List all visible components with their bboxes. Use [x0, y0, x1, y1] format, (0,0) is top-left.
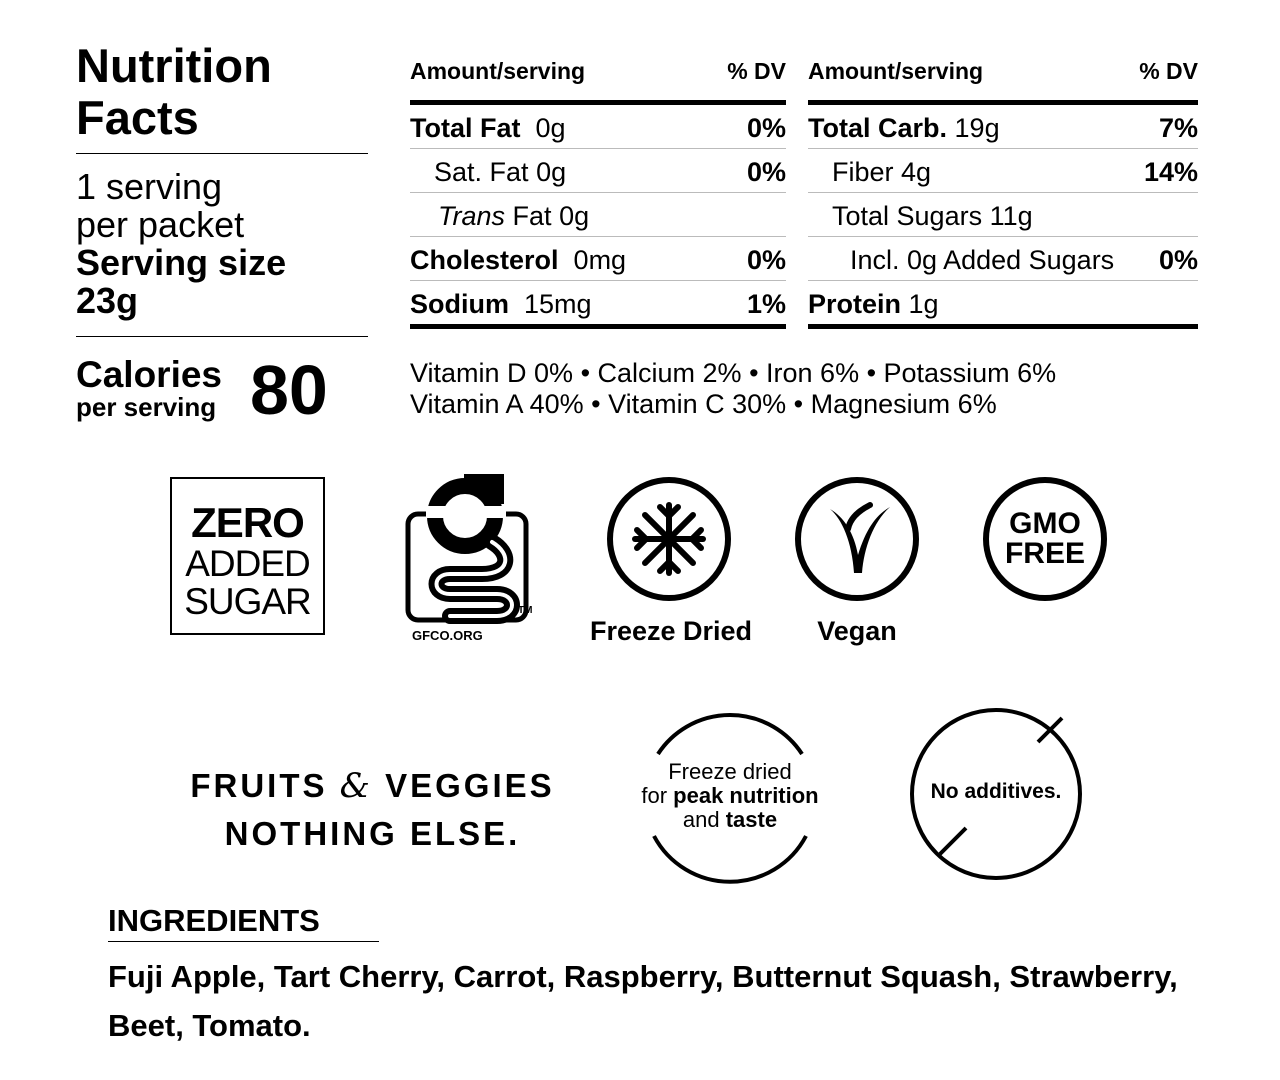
table-row: Trans Fat 0g — [410, 193, 786, 237]
nutrition-facts-title: Nutrition Facts — [76, 39, 272, 144]
added-text: ADDED — [185, 543, 311, 584]
nutrient-dv: 1% — [746, 289, 786, 319]
serving-size-value: 23g — [76, 280, 139, 321]
peak-line-2b: peak nutrition — [673, 783, 819, 808]
ingredients-title: INGREDIENTS — [108, 903, 320, 938]
nutrient-dv: 0% — [746, 113, 786, 143]
servings-count: 1 serving — [76, 166, 223, 207]
nutrient-name: Fiber — [832, 157, 894, 187]
servings-info: 1 serving per packet Serving size 23g — [76, 168, 286, 320]
nutrient-dv: 7% — [1158, 113, 1198, 143]
peak-arc-icon — [652, 713, 808, 884]
tagline-veggies: VEGGIES — [385, 767, 555, 804]
gfco-tm: TM — [518, 605, 533, 616]
table-header: Amount/serving % DV — [410, 52, 786, 105]
no-additives-text: No additives. — [930, 780, 1062, 803]
nutrient-name: Sodium — [410, 289, 509, 319]
nutrient-dv: 0% — [1158, 245, 1198, 275]
vegan-badge — [792, 477, 922, 607]
vitamins-line-1: Vitamin D 0% • Calcium 2% • Iron 6% • Po… — [410, 358, 1057, 388]
nutrient-name-rest: Fat — [512, 201, 552, 231]
tagline-fruits: FRUITS — [190, 767, 328, 804]
nutrient-name: Protein — [808, 289, 902, 319]
table-row: Sat. Fat 0g 0% — [410, 149, 786, 193]
calories-label: Calories — [76, 354, 223, 395]
table-row: Sodium 15mg 1% — [410, 281, 786, 329]
table-row: Total Sugars 11g — [808, 193, 1198, 237]
nutrient-name: Total Carb. — [808, 113, 948, 143]
freeze-dried-label: Freeze Dried — [589, 616, 753, 646]
sugar-text: SUGAR — [184, 581, 312, 622]
serving-size-label: Serving size — [76, 242, 287, 283]
peak-line-3b: taste — [725, 807, 778, 832]
header-dv: % DV — [727, 58, 786, 84]
no-additives-circle-icon — [910, 708, 1082, 880]
free-text: FREE — [1004, 537, 1085, 570]
gmo-text: GMO — [1009, 507, 1081, 540]
nutrient-name: Total Fat — [410, 113, 521, 143]
snowflake-icon — [607, 477, 731, 601]
table-row: Total Fat 0g 0% — [410, 105, 786, 149]
gmo-free-circle-icon — [983, 477, 1107, 601]
table-row: Protein 1g — [808, 281, 1198, 329]
vegan-leaf-icon — [795, 477, 919, 601]
calories-value: 80 — [250, 351, 328, 429]
freeze-dried-badge — [604, 477, 734, 607]
nutrient-amount: 4g — [901, 157, 932, 187]
divider — [76, 153, 368, 154]
nutrient-name: Total Sugars — [832, 201, 983, 231]
table-row: Fiber 4g 14% — [808, 149, 1198, 193]
nutrient-amount: 0mg — [573, 245, 627, 275]
nutrition-table-left: Amount/serving % DV Total Fat 0g 0% Sat.… — [410, 52, 786, 329]
peak-nutrition-badge: Freeze dried for peak nutrition and tast… — [640, 710, 820, 885]
table-row: Total Carb. 19g 7% — [808, 105, 1198, 149]
peak-line-2a: for — [641, 783, 668, 808]
gfco-text: GFCO.ORG — [412, 628, 483, 643]
ingredients-text: Fuji Apple, Tart Cherry, Carrot, Raspber… — [108, 959, 1178, 1043]
nutrient-dv: 0% — [746, 157, 786, 187]
nutrient-amount: 0g — [536, 157, 567, 187]
nutrient-amount: 15mg — [524, 289, 592, 319]
tagline-line-2: NOTHING ELSE. — [224, 815, 521, 852]
gmo-free-badge: GMO FREE — [980, 476, 1110, 606]
nutrient-name: Cholesterol — [410, 245, 559, 275]
tagline-line-1: FRUITS & VEGGIES — [180, 766, 565, 806]
servings-per: per packet — [76, 204, 245, 245]
divider — [76, 336, 368, 337]
nutrient-amount: 11g — [989, 201, 1033, 231]
vitamins-line-2: Vitamin A 40% • Vitamin C 30% • Magnesiu… — [410, 389, 997, 419]
nutrient-name: Sat. Fat — [434, 157, 529, 187]
zero-text: ZERO — [191, 499, 305, 546]
table-row: Cholesterol 0mg 0% — [410, 237, 786, 281]
header-dv: % DV — [1139, 58, 1198, 84]
ingredients-underline — [108, 941, 379, 942]
nutrient-amount: 1g — [908, 289, 939, 319]
nutrition-table-right: Amount/serving % DV Total Carb. 19g 7% F… — [808, 52, 1198, 329]
tagline-ampersand: & — [339, 766, 373, 806]
table-header: Amount/serving % DV — [808, 52, 1198, 105]
table-row: Incl. 0g Added Sugars 0% — [808, 237, 1198, 281]
no-additives-badge: No additives. — [908, 706, 1084, 882]
nutrient-dv: 0% — [746, 245, 786, 275]
nutrient-dv: 14% — [1143, 157, 1198, 187]
peak-line-1: Freeze dried — [668, 759, 792, 784]
gluten-free-certified-icon: GFCO.ORG TM — [402, 472, 542, 644]
header-amount: Amount/serving — [808, 58, 984, 84]
nutrient-amount: 0g — [535, 113, 566, 143]
gfco-logo-icon — [405, 472, 529, 624]
nutrient-name: Trans — [438, 201, 506, 231]
zero-added-sugar-badge: ZERO ADDED SUGAR — [170, 477, 325, 635]
header-amount: Amount/serving — [410, 58, 586, 84]
calories-sub: per serving — [76, 392, 217, 422]
peak-line-3a: and — [682, 807, 720, 832]
vegan-label: Vegan — [817, 616, 897, 646]
nutrient-name: Incl. 0g Added Sugars — [850, 245, 1115, 275]
nutrient-amount: 19g — [954, 113, 1000, 143]
nutrient-amount: 0g — [559, 201, 590, 231]
